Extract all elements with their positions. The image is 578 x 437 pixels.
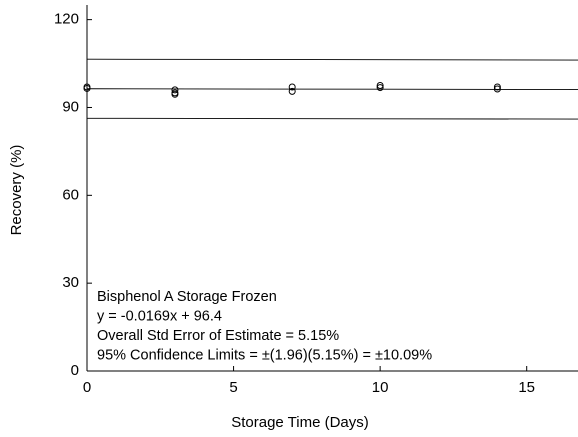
point [288,83,296,91]
y-axis-label: Recovery (%) [8,145,25,236]
point [376,82,384,90]
fit-line [86,58,578,61]
fit-line [86,88,578,91]
point [171,86,179,94]
annotation: y = -0.0169x + 96.4 [97,308,222,324]
y-tick-label: 90 [62,98,79,115]
y-tick-label: 120 [54,11,79,28]
point [493,83,501,91]
point [376,84,384,92]
y-tick-label: 30 [62,274,79,291]
x-tick-label: 5 [229,379,237,396]
annotation: 95% Confidence Limits = ±(1.96)(5.15%) =… [97,347,432,363]
annotation: Overall Std Error of Estimate = 5.15% [97,328,339,344]
point [493,85,501,93]
x-tick-label: 15 [518,379,535,396]
y-tick-label: 0 [71,362,79,379]
point [83,84,91,92]
y-tick-label: 60 [62,186,79,203]
annotation: Bisphenol A Storage Frozen [97,289,277,305]
x-tick-label: 0 [83,379,91,396]
fit-line [86,117,578,120]
point [288,87,296,95]
x-tick-label: 10 [372,379,389,396]
point [171,90,179,98]
x-axis-label: Storage Time (Days) [231,414,369,431]
